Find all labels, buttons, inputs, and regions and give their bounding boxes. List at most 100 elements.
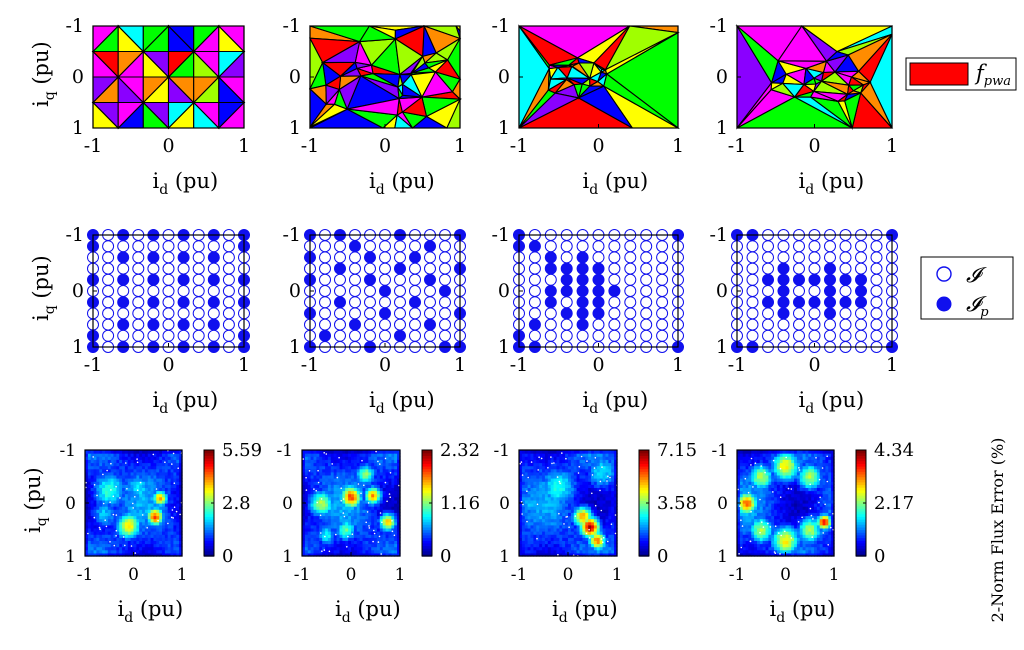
grid-point-open (808, 262, 821, 275)
heatmap-cell (365, 484, 369, 488)
heatmap-cell (611, 471, 615, 476)
heatmap-cell (133, 543, 137, 548)
heatmap-cell (313, 503, 317, 507)
heatmap-cell (368, 493, 372, 498)
heatmap-cell (521, 549, 526, 554)
heatmap-cell (611, 459, 615, 464)
heatmap-cell (371, 481, 375, 485)
heatmap-cell (156, 459, 160, 464)
heatmap-cell (156, 478, 160, 482)
heatmap-cell (170, 496, 175, 501)
heatmap-cell (179, 524, 183, 529)
heatmap-cell (325, 518, 329, 523)
heatmap-cell (608, 496, 612, 501)
grid-point-open (379, 296, 391, 309)
heatmap-cell (576, 518, 581, 523)
heatmap-cell (327, 524, 332, 529)
heatmap-cell (147, 509, 152, 513)
grid-point-open (222, 307, 235, 320)
heatmap-cell (162, 465, 166, 470)
grid-point-open (656, 273, 669, 286)
heatmap-cell (342, 518, 346, 523)
heatmap-cell (376, 503, 381, 507)
heatmap-cell (579, 481, 583, 485)
heatmap-cell (162, 509, 166, 513)
heatmap-cell (568, 493, 572, 498)
heatmap-cell (127, 465, 132, 470)
heatmap-cell (173, 531, 177, 535)
heatmap-cell (105, 509, 109, 513)
heatmap-cell (536, 450, 540, 454)
heatmap-cell (342, 506, 346, 510)
heatmap-cell (593, 521, 598, 526)
heatmap-cell (362, 450, 366, 454)
heatmap-cell (144, 462, 149, 467)
heatmap-cell (585, 552, 589, 557)
colorbar-tick-label: 1.16 (440, 493, 480, 514)
colorbar-segment (639, 479, 649, 483)
heatmap-cell (565, 468, 569, 473)
heatmap-cell (87, 552, 92, 557)
heatmap-speckle (320, 498, 323, 500)
grid-point-open (560, 251, 573, 264)
heatmap-cell (751, 521, 755, 526)
heatmap-cell (144, 540, 149, 545)
heatmap-cell (585, 515, 589, 520)
heatmap-cell (99, 465, 103, 470)
heatmap-cell (602, 487, 607, 492)
heatmap-cell (374, 543, 378, 548)
heatmap-cell (93, 506, 98, 510)
heatmap-cell (359, 450, 364, 454)
heatmap-cell (573, 453, 578, 457)
heatmap-cell (322, 509, 326, 513)
heatmap-cell (170, 518, 175, 523)
heatmap-cell (559, 496, 563, 501)
heatmap-cell (127, 540, 132, 545)
heatmap-cell (568, 456, 572, 460)
heatmap-speckle (157, 519, 159, 522)
heatmap-cell (130, 496, 135, 501)
heatmap-cell (345, 546, 349, 551)
heatmap-cell (568, 499, 572, 504)
heatmap-cell (388, 493, 392, 498)
heatmap-cell (127, 496, 132, 501)
heatmap-cell (565, 481, 569, 485)
y-tick-label: 1 (499, 547, 510, 567)
heatmap-cell (147, 534, 152, 538)
heatmap-cell (102, 484, 106, 488)
heatmap-cell (159, 537, 163, 541)
heatmap-cell (748, 537, 752, 541)
heatmap-speckle (551, 462, 553, 465)
heatmap-cell (559, 509, 563, 513)
heatmap-cell (562, 503, 566, 507)
heatmap-cell (394, 521, 398, 526)
heatmap-cell (164, 531, 169, 535)
heatmap-cell (547, 459, 552, 464)
heatmap-cell (599, 518, 604, 523)
selected-point (824, 262, 836, 275)
heatmap-cell (327, 534, 332, 538)
heatmap-cell (150, 456, 155, 460)
heatmap-cell (333, 549, 338, 554)
heatmap-cell (325, 474, 329, 479)
heatmap-cell (313, 471, 317, 476)
heatmap-cell (539, 552, 543, 557)
heatmap-cell (124, 496, 129, 501)
heatmap-cell (333, 490, 338, 495)
triangle (578, 62, 595, 80)
heatmap-cell (547, 484, 552, 488)
heatmap-cell (602, 509, 607, 513)
heatmap-cell (96, 546, 100, 551)
heatmap-cell (745, 450, 750, 454)
heatmap-cell (116, 468, 120, 473)
heatmap-cell (107, 527, 112, 532)
heatmap-cell (113, 465, 117, 470)
grid-point-open (528, 262, 541, 275)
heatmap-cell (142, 531, 146, 535)
heatmap-cell (90, 450, 95, 454)
heatmap-cell (150, 465, 155, 470)
grid-point-open (793, 307, 805, 320)
heatmap-cell (556, 503, 560, 507)
heatmap-cell (150, 453, 155, 457)
